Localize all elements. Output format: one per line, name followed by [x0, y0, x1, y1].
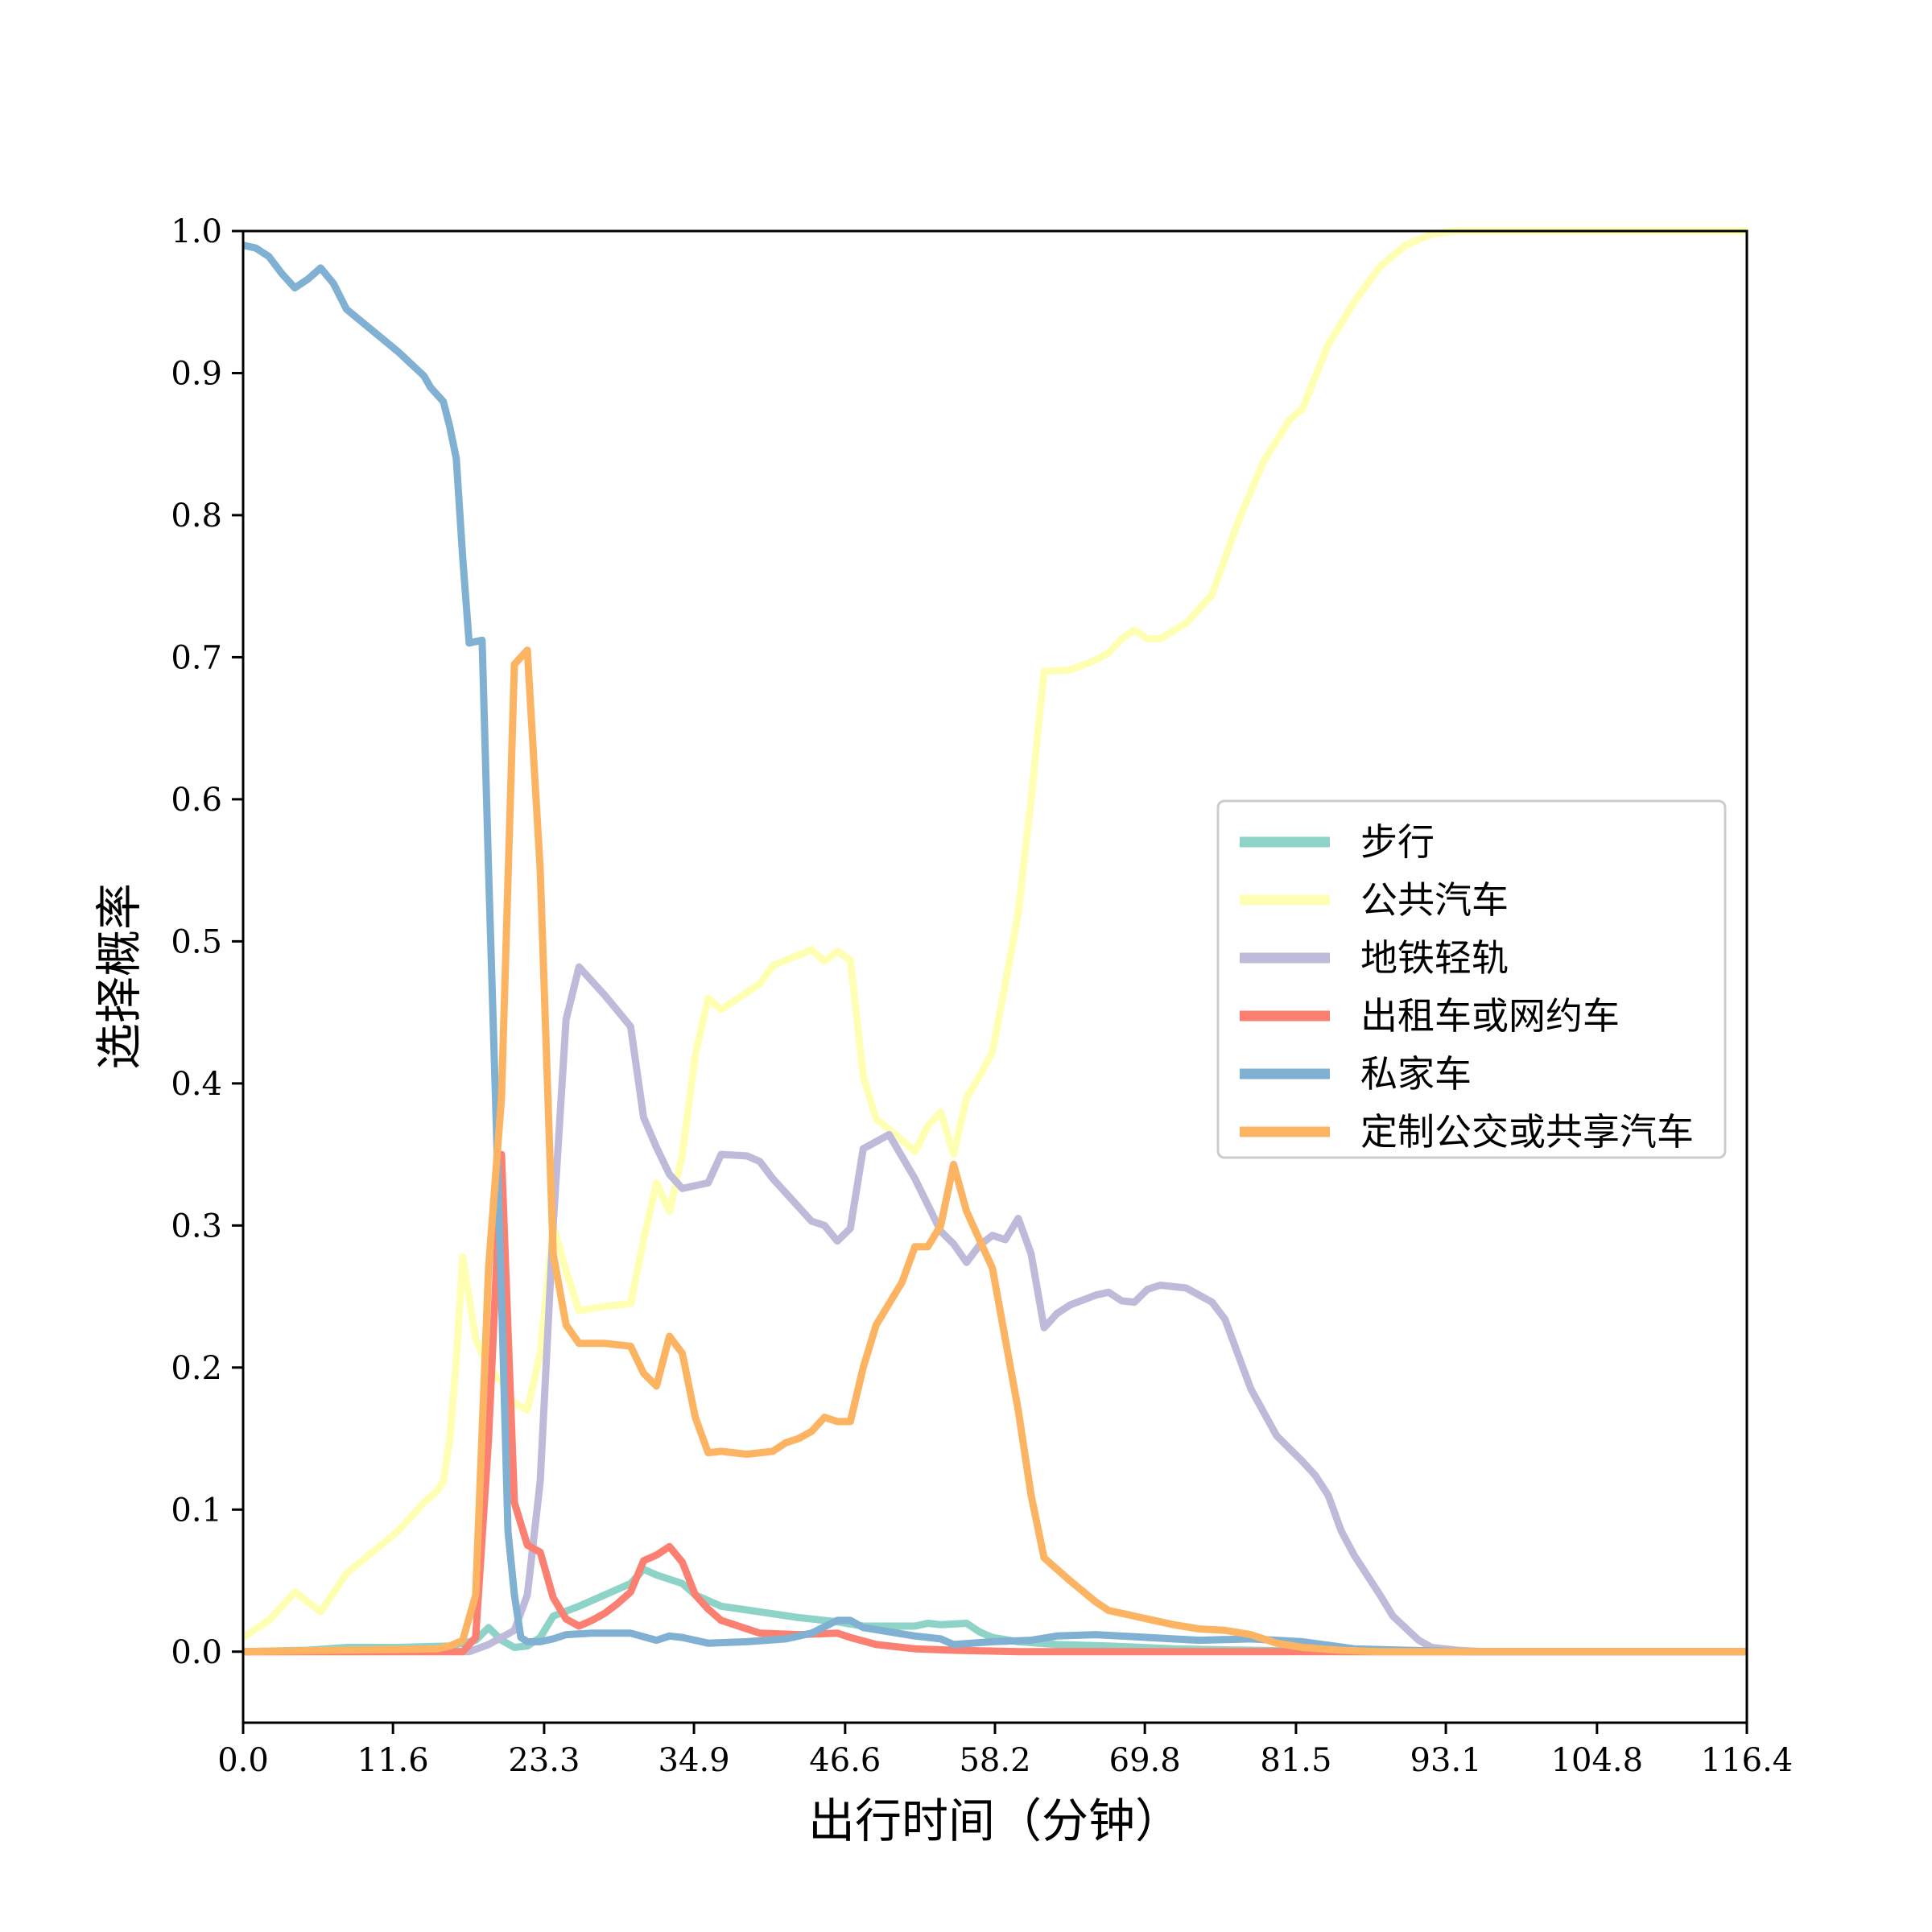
x-ticks: 0.0 11.6 23.3 34.9 46.6 58.2 69.8 81.5 93.1 104.8… [217, 1723, 1793, 1779]
x-tick-label: 69.8 [1109, 1742, 1181, 1779]
x-tick-label: 81.5 [1260, 1742, 1331, 1779]
y-tick-label: 0.3 [171, 1208, 222, 1245]
y-tick-label: 0.2 [171, 1350, 222, 1387]
x-tick-label: 58.2 [959, 1742, 1030, 1779]
legend-label-5: 定制公交或共享汽车 [1360, 1110, 1694, 1154]
y-tick-label: 0.4 [171, 1066, 222, 1103]
x-tick-label: 0.0 [217, 1742, 269, 1779]
y-tick-label: 0.7 [171, 639, 222, 676]
legend-frame [1216, 799, 1727, 1159]
legend-label-4: 私家车 [1360, 1052, 1472, 1096]
y-ticks: 0.0 0.1 0.2 0.3 0.4 0.5 0.6 0.7 0.8 0.9 1.0 [171, 213, 243, 1671]
legend-label-2: 地铁轻轨 [1360, 936, 1509, 980]
x-tick-label: 46.6 [809, 1742, 881, 1779]
y-axis-title: 选择概率 [92, 883, 147, 1070]
x-tick-label: 116.4 [1701, 1742, 1794, 1779]
series-line-1 [241, 227, 1747, 1641]
series-line-4 [242, 242, 1747, 1656]
y-tick-label: 0.5 [171, 923, 222, 960]
legend-label-3: 出租车或网约车 [1360, 994, 1620, 1038]
y-tick-label: 0.6 [171, 782, 222, 819]
x-tick-label: 11.6 [357, 1742, 429, 1779]
legend-label-0: 步行 [1360, 820, 1435, 864]
x-tick-label: 93.1 [1410, 1742, 1482, 1779]
x-tick-label: 23.3 [508, 1742, 580, 1779]
series-layer [241, 227, 1747, 1656]
y-tick-label: 0.9 [171, 355, 222, 392]
y-tick-label: 1.0 [171, 213, 222, 250]
series-line-5 [242, 646, 1747, 1656]
x-tick-label: 34.9 [658, 1742, 730, 1779]
legend-label-1: 公共汽车 [1360, 878, 1509, 922]
y-tick-label: 0.8 [171, 497, 222, 535]
y-tick-label: 0.1 [171, 1492, 222, 1529]
x-tick-label: 104.8 [1551, 1742, 1644, 1779]
y-tick-label: 0.0 [171, 1634, 222, 1671]
series-line-2 [243, 963, 1747, 1656]
series-line-3 [243, 1150, 1747, 1656]
x-axis-title: 出行时间（分钟） [808, 1794, 1182, 1848]
